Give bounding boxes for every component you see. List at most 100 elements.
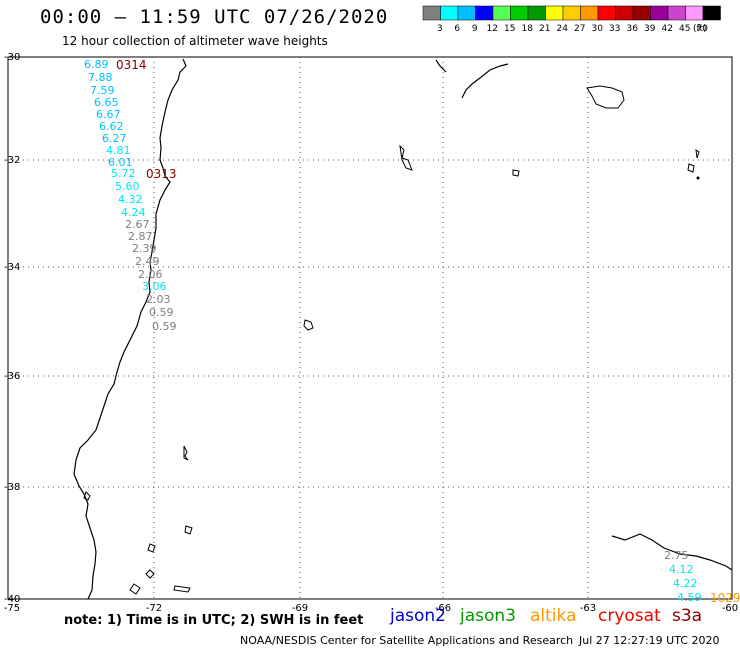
island — [512, 169, 520, 177]
island — [145, 569, 155, 579]
wave-height-label: 2.06 — [138, 268, 163, 281]
scale-label: 24 — [557, 24, 569, 34]
wave-height-label: 5.60 — [115, 180, 140, 193]
graticule — [8, 57, 732, 599]
wave-height-label: 4.81 — [106, 144, 131, 157]
wave-height-label: 2.67 — [125, 218, 150, 231]
coastline — [611, 533, 733, 571]
scale-swatch — [475, 5, 494, 21]
wave-height-label: 4.24 — [121, 206, 146, 219]
wave-height-label: 5.72 — [111, 167, 136, 180]
island — [83, 491, 91, 501]
scale-label: 30 — [592, 24, 604, 34]
wave-height-label: 0.59 — [152, 320, 177, 333]
legend-altika: altika — [530, 606, 577, 626]
island — [696, 176, 700, 180]
latitude-label: -36 — [4, 371, 20, 382]
track-time-label: 1029 — [710, 591, 740, 605]
scale-label: 36 — [627, 24, 639, 34]
legend-cryosat: cryosat — [598, 606, 661, 626]
wave-height-label: 6.67 — [96, 108, 121, 121]
wave-height-label: 4.59 — [677, 591, 702, 604]
scale-swatch — [440, 5, 459, 21]
credit-line: NOAA/NESDIS Center for Satellite Applica… — [240, 634, 574, 647]
generated-timestamp: Jul 27 12:27:19 UTC 2020 — [579, 634, 720, 647]
scale-swatch — [510, 5, 529, 21]
scale-label: 15 — [504, 24, 515, 34]
island — [183, 445, 189, 461]
latitude-label: -34 — [4, 262, 20, 273]
longitude-label: -63 — [580, 603, 596, 614]
scale-label: 9 — [472, 24, 478, 34]
scale-swatch — [685, 5, 704, 21]
scale-label: 6 — [454, 24, 460, 34]
scale-label: 45 — [679, 24, 690, 34]
longitude-label: -69 — [292, 603, 308, 614]
wave-height-label: 6.62 — [99, 120, 124, 133]
island — [184, 525, 193, 535]
wave-height-label: 6.89 — [84, 58, 109, 71]
scale-swatch — [545, 5, 564, 21]
wave-height-label: 4.12 — [669, 563, 694, 576]
wave-height-label: 2.49 — [135, 255, 160, 268]
latitude-label: -30 — [4, 52, 20, 63]
wave-height-label: 2.03 — [146, 293, 171, 306]
scale-swatch — [492, 5, 511, 21]
map-subtitle: 12 hour collection of altimeter wave hei… — [62, 34, 328, 48]
wave-height-label: 6.27 — [102, 132, 127, 145]
coastline — [435, 59, 509, 99]
latitude-labels: -30 -32 -34 -36 -38 -40 — [4, 52, 20, 605]
scale-label: 3 — [437, 24, 443, 34]
wave-height-label: 4.32 — [118, 193, 143, 206]
scale-swatch — [580, 5, 599, 21]
wave-height-label: 7.88 — [88, 71, 113, 84]
scale-swatch — [667, 5, 686, 21]
island — [695, 148, 700, 159]
wave-height-label: 2.75 — [664, 549, 689, 562]
scale-label: 12 — [487, 24, 498, 34]
longitude-label: -66 — [435, 603, 451, 614]
longitude-label: -60 — [722, 603, 738, 614]
units-note: note: 1) Time is in UTC; 2) SWH is in fe… — [64, 613, 364, 628]
wave-height-label: 7.59 — [90, 84, 115, 97]
track-time-label: 0313 — [146, 167, 177, 181]
scale-label: 27 — [574, 24, 585, 34]
longitude-label: -72 — [146, 603, 162, 614]
latitude-label: -32 — [4, 155, 20, 166]
scale-label: 18 — [522, 24, 534, 34]
legend-jason3: jason3 — [460, 606, 516, 626]
scale-label: 33 — [609, 24, 620, 34]
scale-swatch — [562, 5, 581, 21]
wave-height-label: 0.59 — [149, 306, 174, 319]
island — [129, 583, 141, 595]
wave-height-label: 2.87 — [128, 230, 153, 243]
longitude-label: -75 — [4, 603, 20, 614]
wave-height-label: 6.65 — [94, 96, 119, 109]
island — [147, 543, 156, 553]
scale-swatch — [597, 5, 616, 21]
scale-swatch — [615, 5, 634, 21]
color-scale: 3 6 9 12 15 18 21 24 27 30 33 36 39 42 45 70(ft) — [422, 5, 721, 34]
island — [586, 85, 625, 109]
scale-swatch — [457, 5, 476, 21]
scale-unit: (ft) — [693, 24, 707, 34]
scale-label: 42 — [662, 24, 673, 34]
wave-height-label: 2.39 — [132, 242, 157, 255]
scale-swatch — [702, 5, 721, 21]
wave-height-label: 4.22 — [673, 577, 698, 590]
latitude-label: -38 — [4, 482, 20, 493]
longitude-labels: -75 -72 -69 -66 -63 -60 — [4, 603, 738, 614]
wave-height-label: 3.06 — [142, 280, 167, 293]
map-frame — [7, 56, 733, 600]
map-title: 00:00 – 11:59 UTC 07/26/2020 — [40, 6, 389, 28]
track-time-label: 0314 — [116, 58, 147, 72]
island — [173, 585, 191, 593]
wave-height-tracks: 0314 6.897.887.596.656.676.626.274.816.01… — [84, 58, 740, 605]
scale-swatch — [632, 5, 651, 21]
island — [303, 319, 314, 331]
scale-swatch — [650, 5, 669, 21]
scale-label: 21 — [539, 24, 550, 34]
scale-label: 70 — [697, 24, 709, 34]
